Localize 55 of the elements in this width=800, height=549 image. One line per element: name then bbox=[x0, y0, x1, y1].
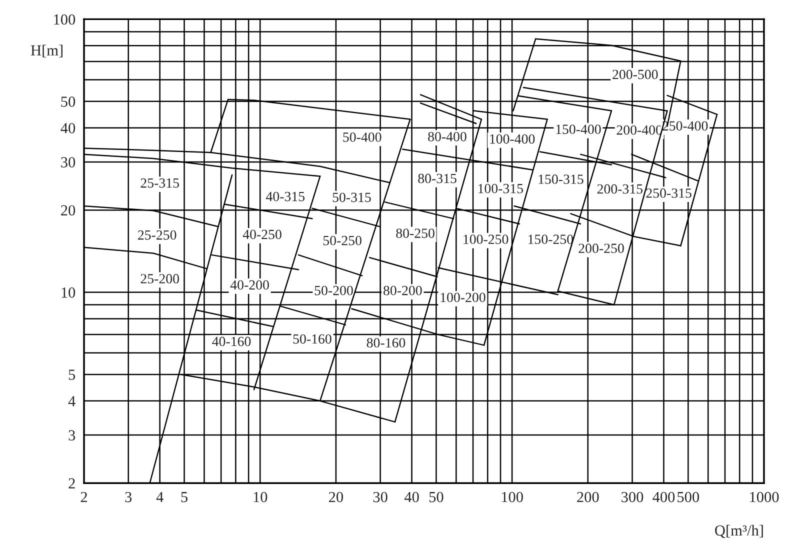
annotation: 150-250 bbox=[528, 234, 574, 244]
annotation: 80-200 bbox=[384, 286, 422, 296]
x-tick-label: 200 bbox=[577, 492, 599, 502]
annotation: 40-160 bbox=[212, 336, 251, 346]
annotation: 100-400 bbox=[490, 134, 535, 144]
annotation: 40-250 bbox=[242, 230, 282, 240]
annotation: 200-500 bbox=[612, 70, 658, 80]
annotation: 200-250 bbox=[578, 244, 624, 254]
annotation: 80-160 bbox=[366, 338, 406, 348]
x-tick-label: 50 bbox=[429, 492, 444, 502]
x-tick-label: 1000 bbox=[750, 492, 779, 502]
y-tick-label: 2 bbox=[68, 478, 75, 488]
annotation: 50-160 bbox=[293, 334, 332, 344]
x-tick-label: 40 bbox=[404, 492, 419, 502]
y-tick-label: 100 bbox=[54, 14, 76, 25]
x-tick-label: 10 bbox=[254, 492, 268, 502]
annotation: 150-315 bbox=[538, 174, 584, 184]
annotation: 40-315 bbox=[266, 192, 305, 202]
x-tick-label: 400 bbox=[652, 492, 675, 502]
y-axis-title: H[m] bbox=[30, 44, 62, 58]
x-tick-label: 2 bbox=[80, 492, 87, 502]
annotation: 100-250 bbox=[464, 234, 508, 244]
x-tick-label: 100 bbox=[502, 492, 523, 502]
annotation: 50-250 bbox=[323, 236, 362, 246]
x-tick-label: 5 bbox=[181, 492, 188, 502]
annotation: 80-400 bbox=[428, 132, 466, 142]
annotation: 100-200 bbox=[440, 292, 486, 302]
annotation: 40-200 bbox=[230, 280, 269, 290]
x-tick-label: 3 bbox=[125, 492, 132, 502]
annotation: 250-315 bbox=[646, 188, 692, 198]
x-tick-label: 500 bbox=[678, 492, 700, 502]
y-tick-label: 40 bbox=[60, 123, 76, 134]
annotation: 80-315 bbox=[418, 174, 456, 184]
annotation: 25-250 bbox=[138, 230, 176, 240]
y-tick-label: 3 bbox=[68, 430, 76, 440]
annotation: 200-315 bbox=[597, 184, 643, 194]
annotation: 25-315 bbox=[140, 178, 179, 188]
y-tick-label: 5 bbox=[68, 370, 76, 380]
y-tick-label: 30 bbox=[61, 157, 76, 168]
annotation: 150-400 bbox=[556, 124, 601, 134]
y-tick-label: 10 bbox=[62, 287, 76, 298]
x-tick-label: 20 bbox=[328, 492, 344, 502]
x-tick-label: 30 bbox=[373, 492, 388, 502]
annotation: 50-400 bbox=[343, 132, 382, 142]
x-tick-label: 300 bbox=[622, 492, 644, 502]
annotation: 50-200 bbox=[314, 286, 353, 296]
x-tick-label: 4 bbox=[156, 492, 164, 502]
y-tick-label: 4 bbox=[68, 396, 76, 406]
y-tick-label: 50 bbox=[61, 96, 76, 107]
annotation: 25-200 bbox=[140, 274, 179, 284]
annotation: 80-250 bbox=[396, 228, 434, 238]
y-tick-label: 20 bbox=[61, 205, 76, 216]
annotation: 50-315 bbox=[332, 192, 371, 202]
annotation: 100-315 bbox=[478, 184, 524, 194]
x-axis-title: Q[m³/h] bbox=[715, 524, 763, 538]
